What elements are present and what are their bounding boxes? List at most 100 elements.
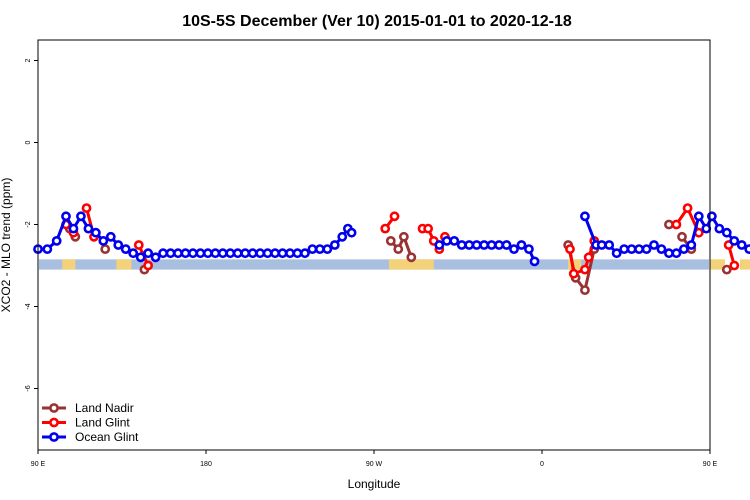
- data-point: [693, 211, 704, 222]
- data-point: [329, 240, 340, 250]
- x-tick-label: 0: [540, 461, 544, 468]
- legend-item: Land Nadir: [42, 401, 134, 415]
- data-point: [529, 256, 540, 267]
- y-tick-label: -6: [25, 385, 32, 391]
- legend-item: Land Glint: [42, 416, 130, 430]
- data-point: [247, 248, 258, 259]
- data-point: [255, 248, 266, 259]
- series-ocean-glint: [33, 211, 750, 267]
- data-point: [649, 240, 659, 250]
- legend-label: Land Nadir: [75, 401, 134, 415]
- data-point: [686, 240, 697, 250]
- data-point: [113, 240, 124, 250]
- data-point: [300, 248, 310, 259]
- data-point: [143, 260, 154, 271]
- data-point: [346, 227, 357, 238]
- x-axis: 90 E 180 90 W 0 90 E: [31, 450, 718, 468]
- data-point: [509, 244, 519, 254]
- data-point: [42, 244, 53, 254]
- data-point: [701, 223, 712, 234]
- data-point: [714, 223, 725, 234]
- data-point: [98, 235, 109, 246]
- data-point: [471, 240, 482, 250]
- data-point: [307, 244, 318, 254]
- data-point: [626, 244, 637, 254]
- data-point: [671, 219, 682, 230]
- data-point: [479, 240, 490, 250]
- data-point: [568, 268, 579, 279]
- y-tick-label: -2: [25, 221, 32, 227]
- data-point: [619, 244, 630, 254]
- data-point: [135, 252, 146, 263]
- series-land-nadir: [64, 219, 732, 295]
- data-point: [232, 248, 243, 259]
- y-axis: 2 0 -2 -4 -6: [25, 58, 38, 392]
- data-point: [434, 240, 445, 250]
- data-point: [337, 231, 348, 242]
- data-point: [195, 248, 206, 259]
- data-point: [76, 211, 86, 222]
- x-tick-label: 90 E: [31, 461, 46, 468]
- data-point: [516, 240, 527, 250]
- data-point: [270, 248, 280, 259]
- data-point: [664, 219, 674, 230]
- data-point: [202, 248, 213, 259]
- land-band-segment: [568, 259, 582, 270]
- data-point: [398, 231, 409, 242]
- data-point: [83, 223, 94, 234]
- data-point: [262, 248, 273, 259]
- data-point: [143, 248, 154, 259]
- data-point: [524, 244, 534, 254]
- data-point: [225, 248, 236, 259]
- data-point: [486, 240, 497, 250]
- data-point: [81, 203, 92, 213]
- data-point: [380, 223, 391, 234]
- data-point: [729, 235, 740, 246]
- legend-marker: [49, 403, 59, 413]
- chart-title: 10S-5S December (Ver 10) 2015-01-01 to 2…: [182, 13, 572, 30]
- data-point: [671, 248, 682, 259]
- x-tick-label: 90 W: [366, 461, 383, 468]
- legend-item: Ocean Glint: [42, 430, 139, 444]
- data-point: [634, 244, 644, 254]
- data-point: [61, 211, 71, 222]
- data-point: [188, 248, 198, 259]
- legend-marker: [49, 417, 59, 428]
- data-point: [285, 248, 295, 259]
- land-band-segment: [62, 259, 76, 270]
- data-point: [120, 244, 131, 254]
- data-point: [173, 248, 183, 259]
- data-point: [677, 231, 687, 242]
- data-point: [721, 264, 732, 275]
- data-point: [150, 252, 161, 263]
- data-point: [580, 264, 590, 275]
- data-point: [583, 252, 594, 263]
- land-band-segment: [388, 259, 434, 270]
- land-band-segment: [739, 259, 750, 270]
- data-point: [736, 240, 747, 250]
- data-point: [721, 227, 732, 238]
- data-point: [406, 252, 417, 263]
- land-band-segment: [116, 259, 132, 270]
- data-point: [464, 240, 475, 250]
- x-tick-label: 90 E: [703, 461, 718, 468]
- x-tick-label: 180: [200, 461, 212, 468]
- data-point: [292, 248, 303, 259]
- data-point: [641, 244, 652, 254]
- data-point: [656, 244, 667, 254]
- data-point: [128, 248, 139, 259]
- legend-label: Ocean Glint: [75, 430, 139, 444]
- land-band-segment: [710, 259, 725, 270]
- data-point: [180, 248, 191, 259]
- data-point: [441, 235, 452, 246]
- data-point: [393, 244, 404, 254]
- data-point: [277, 248, 288, 259]
- data-point: [322, 244, 333, 254]
- data-point: [744, 244, 750, 254]
- data-point: [596, 240, 607, 250]
- y-tick-label: 2: [25, 58, 32, 62]
- data-point: [217, 248, 228, 259]
- data-point: [611, 248, 622, 259]
